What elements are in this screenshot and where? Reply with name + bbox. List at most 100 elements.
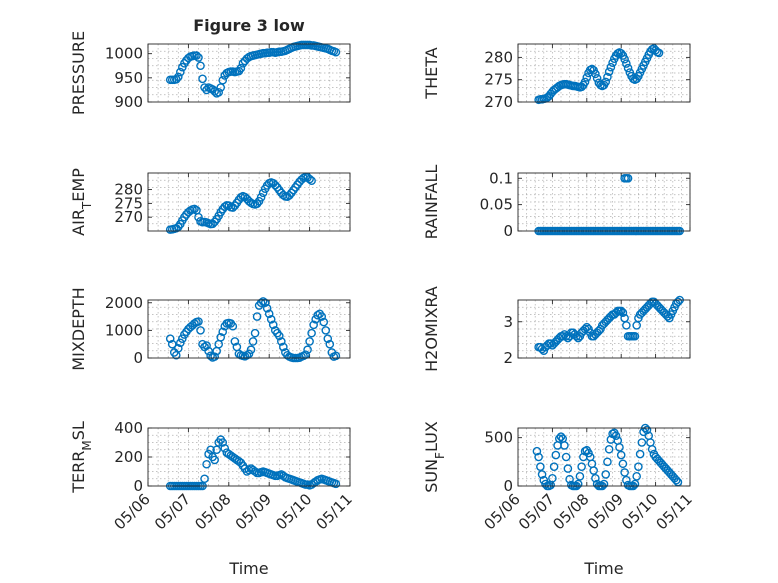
y-tick-label: 500 [484, 429, 513, 447]
data-point [637, 438, 647, 447]
data-point [307, 328, 316, 338]
data-point [196, 61, 205, 71]
data-point [200, 83, 209, 92]
data-point [268, 320, 278, 330]
data-point [192, 51, 201, 60]
data-series [534, 44, 664, 105]
axes-box [147, 172, 351, 232]
y-tick-label: 0 [133, 477, 143, 495]
data-point [560, 441, 569, 450]
data-point [630, 479, 640, 489]
ylabel-text: SL [69, 421, 88, 440]
data-point [551, 450, 561, 460]
y-axis-label: PRESSURE [69, 31, 88, 115]
y-tick-label: 275 [114, 194, 143, 212]
data-point [258, 188, 268, 198]
data-point [220, 443, 230, 453]
data-point [266, 315, 276, 324]
y-tick-label: 280 [114, 181, 143, 199]
y-axis-label: RAINFALL [422, 165, 441, 240]
ylabel-text: SUN [422, 459, 441, 493]
subplot-rainfall: 0 0.05 0.1 RAINFALL [422, 165, 691, 240]
y-tick-label: 0 [133, 349, 143, 367]
data-point [591, 69, 600, 79]
data-point [622, 321, 631, 330]
data-point [313, 310, 322, 320]
axes-box [147, 427, 351, 487]
data-point [202, 341, 211, 350]
y-tick-label: 950 [114, 69, 143, 87]
data-point [618, 459, 628, 469]
data-series [534, 295, 684, 356]
axes-box [517, 427, 691, 487]
subplot-pressure: 900 950 1000 PRESSURE Figure 3 low [69, 16, 351, 115]
grid [147, 300, 351, 358]
y-tick-label: 0.05 [480, 196, 513, 214]
y-tick-label: 2 [503, 349, 513, 367]
data-point [196, 326, 205, 335]
subplot-theta: 270 275 280 THETA [422, 43, 691, 111]
data-point [601, 470, 611, 479]
data-point [248, 337, 258, 346]
data-point [592, 74, 602, 83]
subplot-h2omixra: 2 3 H2OMIXRA [422, 286, 691, 372]
ylabel-subscript: T [80, 201, 94, 210]
y-tick-label: 1000 [105, 45, 143, 63]
data-point [534, 452, 543, 462]
data-point [171, 74, 181, 84]
data-point [173, 72, 183, 82]
data-point [220, 202, 230, 211]
data-point [260, 298, 270, 308]
data-point [608, 58, 617, 68]
data-point [242, 350, 252, 360]
data-point [236, 63, 246, 73]
data-point [635, 449, 645, 459]
data-point [173, 344, 183, 353]
y-tick-label: 270 [114, 208, 143, 226]
y-tick-label: 270 [484, 93, 513, 111]
data-point [604, 444, 614, 454]
data-point [549, 462, 559, 471]
data-point [599, 479, 609, 489]
ylabel-subscript: F [433, 452, 447, 459]
y-tick-label: 900 [114, 93, 143, 111]
subplot-mixdepth: 0 1000 2000 MIXDEPTH [69, 287, 351, 371]
data-point [623, 173, 633, 183]
data-point [256, 298, 266, 308]
data-point [577, 462, 586, 471]
data-point [210, 352, 219, 361]
data-point [167, 339, 177, 349]
ylabel-subscript: M [80, 440, 94, 450]
data-point [603, 72, 612, 82]
data-point [190, 319, 199, 328]
ylabel-text: AIR [69, 209, 88, 236]
data-point [591, 473, 600, 483]
x-axis-label: Time [228, 559, 268, 578]
y-tick-label: 280 [484, 48, 513, 66]
data-point [654, 48, 664, 58]
data-point [331, 479, 341, 489]
data-point [673, 297, 683, 307]
data-point [218, 75, 228, 85]
data-point [279, 190, 288, 200]
data-point [616, 306, 626, 316]
data-point [325, 339, 335, 349]
data-point [563, 464, 573, 473]
y-tick-label: 3 [503, 313, 513, 331]
data-point [603, 457, 612, 467]
data-point [305, 174, 314, 184]
data-point [202, 459, 211, 469]
y-tick-label: 0.1 [489, 169, 513, 187]
data-point [620, 54, 629, 64]
data-point [554, 434, 564, 443]
data-point [307, 176, 316, 186]
axes-box [517, 299, 691, 359]
data-point [228, 321, 238, 331]
data-point [198, 74, 207, 84]
data-point [176, 338, 185, 348]
data-point [561, 452, 571, 462]
data-point [250, 328, 260, 338]
data-point [618, 308, 628, 317]
data-point [190, 204, 199, 214]
data-point [204, 346, 213, 356]
